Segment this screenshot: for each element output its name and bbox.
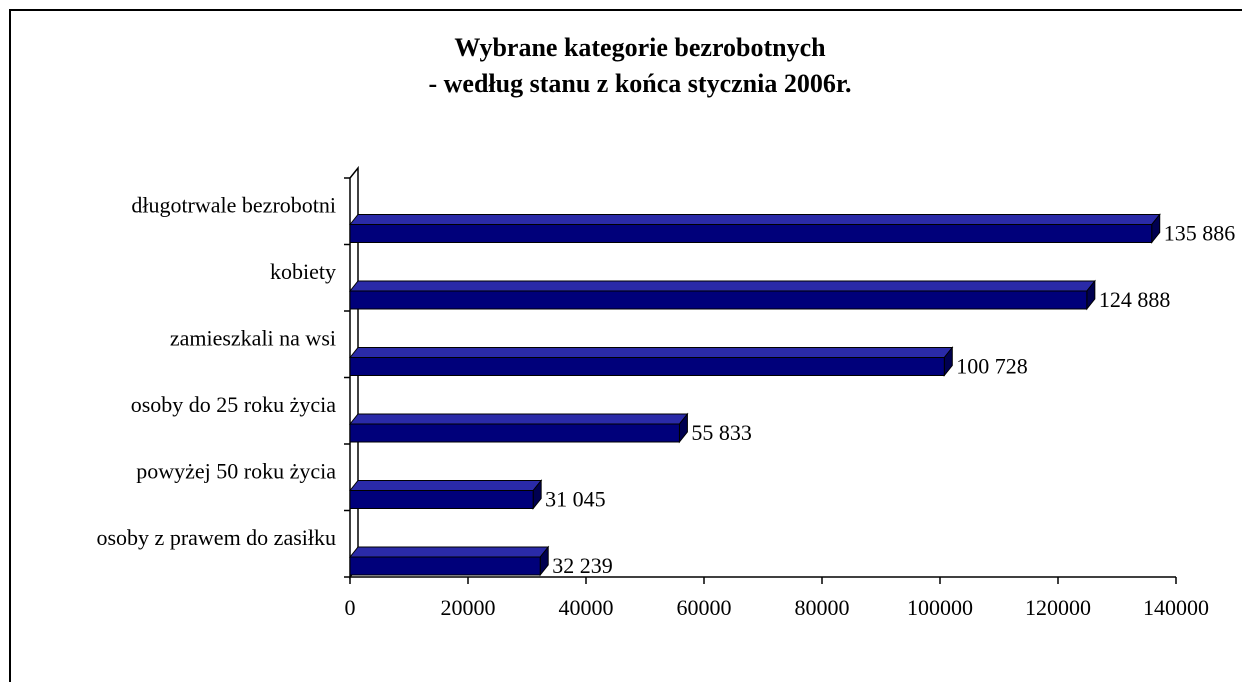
bar [349, 490, 534, 509]
bar [349, 290, 1088, 310]
chart-frame [9, 9, 1242, 682]
value-label: 55 833 [691, 420, 752, 445]
bar-top [348, 280, 1096, 292]
value-label: 124 888 [1099, 287, 1171, 312]
y-tick-label: powyżej 50 roku życia [136, 458, 336, 483]
bar-top [348, 214, 1161, 225]
bar-top [348, 546, 550, 558]
bar [349, 556, 541, 576]
x-tick-label: 140000 [1143, 595, 1209, 620]
bar-top [348, 347, 954, 358]
y-tick-label: zamieszkali na wsi [170, 325, 336, 350]
bar-top [348, 480, 543, 491]
x-tick-label: 120000 [1025, 595, 1091, 620]
value-label: 135 886 [1164, 221, 1236, 246]
bar-top [348, 413, 689, 425]
bar [349, 224, 1153, 243]
bar [349, 423, 680, 443]
y-tick-label: osoby do 25 roku życia [131, 392, 337, 417]
x-tick-label: 60000 [677, 595, 732, 620]
x-tick-label: 100000 [907, 595, 973, 620]
x-tick-label: 80000 [795, 595, 850, 620]
value-label: 32 239 [552, 553, 613, 578]
chart-title: - według stanu z końca stycznia 2006r. [428, 69, 851, 98]
value-label: 100 728 [956, 354, 1027, 379]
x-tick-label: 40000 [559, 595, 614, 620]
x-tick-label: 0 [345, 595, 356, 620]
chart-title: Wybrane kategorie bezrobotnych [454, 33, 826, 62]
y-tick-label: kobiety [270, 259, 336, 284]
bar [349, 357, 945, 376]
value-label: 31 045 [545, 487, 606, 512]
y-tick-label: długotrwale bezrobotni [131, 192, 336, 217]
y-tick-label: osoby z prawem do zasiłku [97, 525, 337, 550]
x-tick-label: 20000 [441, 595, 496, 620]
